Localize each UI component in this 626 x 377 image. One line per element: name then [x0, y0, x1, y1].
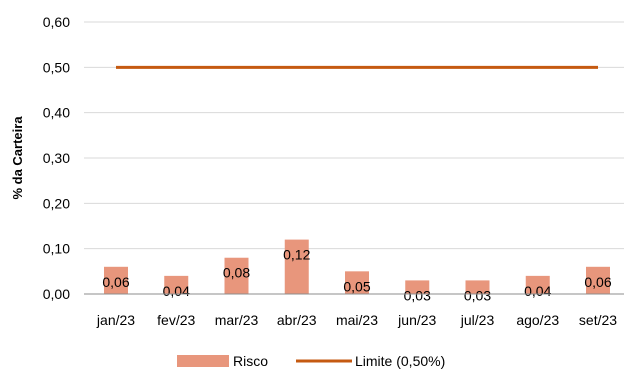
bar-data-label: 0,06	[102, 274, 129, 290]
x-tick-label: mar/23	[215, 312, 259, 328]
y-axis-ticks: 0,00 0,10 0,20 0,30 0,40 0,50 0,60	[43, 14, 70, 302]
risk-bar	[345, 271, 369, 294]
y-tick-label: 0,60	[43, 14, 70, 30]
bar-data-label: 0,05	[343, 278, 370, 294]
x-tick-label: set/23	[579, 312, 617, 328]
risk-bar	[525, 275, 550, 294]
x-tick-label: jan/23	[96, 312, 135, 328]
legend-label-risco: Risco	[233, 353, 268, 369]
y-tick-label: 0,00	[43, 286, 70, 302]
bar-data-label: 0,06	[584, 274, 611, 290]
x-tick-label: fev/23	[157, 312, 195, 328]
bar-data-label: 0,04	[524, 283, 551, 299]
bar-data-label: 0,03	[464, 287, 491, 303]
risk-bar	[104, 266, 128, 294]
bar-data-label: 0,12	[283, 247, 310, 263]
y-tick-label: 0,20	[43, 195, 70, 211]
risk-bar	[465, 280, 490, 294]
bar-data-label: 0,03	[404, 287, 431, 303]
gridlines	[84, 21, 624, 250]
bar-data-labels: 0,06 0,04 0,08 0,12 0,05 0,03 0,03 0,04 0,06	[102, 247, 611, 304]
legend: Risco Limite (0,50%)	[177, 353, 445, 369]
x-tick-label: abr/23	[277, 312, 317, 328]
risk-bar	[284, 239, 309, 294]
y-axis-title: % da Carteira	[10, 116, 25, 200]
y-tick-label: 0,40	[43, 105, 70, 121]
risk-bar	[586, 266, 610, 294]
x-tick-label: jul/23	[460, 312, 495, 328]
y-tick-label: 0,50	[43, 59, 70, 75]
bar-data-label: 0,04	[163, 283, 190, 299]
risk-bars	[104, 239, 610, 294]
x-axis-ticks: jan/23 fev/23 mar/23 abr/23 mai/23 jun/23 jul/…	[96, 312, 617, 328]
x-tick-label: jun/23	[397, 312, 436, 328]
legend-bar-swatch	[177, 355, 229, 367]
risk-bar	[224, 257, 249, 294]
bar-data-label: 0,08	[223, 265, 250, 281]
risk-bar	[405, 280, 430, 294]
y-tick-label: 0,10	[43, 241, 70, 257]
risk-bar	[164, 275, 189, 294]
y-tick-label: 0,30	[43, 150, 70, 166]
legend-label-limite: Limite (0,50%)	[355, 353, 445, 369]
x-tick-label: ago/23	[516, 312, 559, 328]
x-tick-label: mai/23	[336, 312, 378, 328]
